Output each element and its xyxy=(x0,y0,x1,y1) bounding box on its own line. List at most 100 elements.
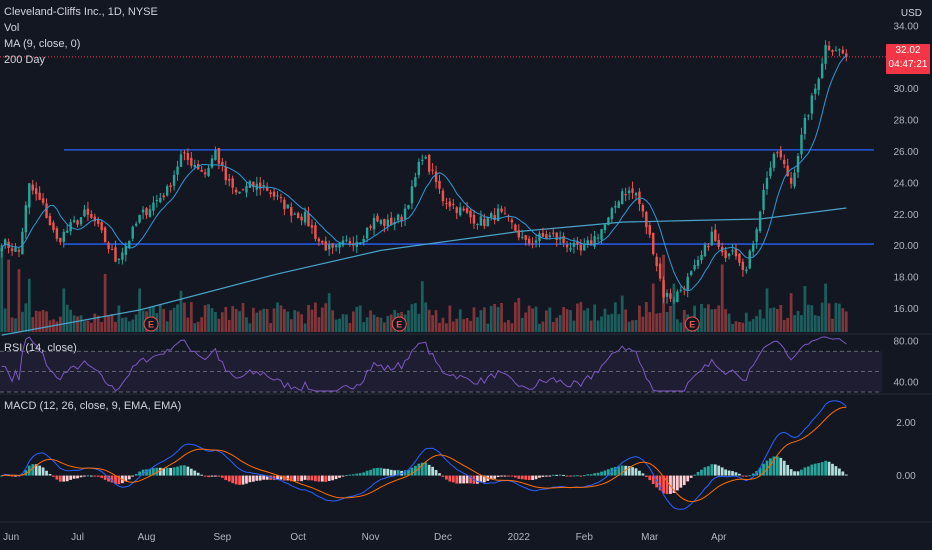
volume-bar xyxy=(806,304,810,332)
volume-bar xyxy=(741,322,745,332)
macd-histogram-bar xyxy=(224,475,228,481)
candle-body xyxy=(334,245,338,248)
volume-bar xyxy=(800,315,803,332)
candle-body xyxy=(283,199,286,210)
macd-histogram-bar xyxy=(641,473,645,476)
candle-body xyxy=(400,216,403,222)
volume-bar xyxy=(320,307,324,332)
macd-histogram-bar xyxy=(152,468,155,476)
volume-bar xyxy=(448,305,452,332)
price-tick-label: 30.00 xyxy=(893,84,918,95)
volume-bar xyxy=(289,319,293,332)
macd-histogram-bar xyxy=(693,474,696,476)
volume-bar xyxy=(582,310,586,332)
macd-histogram-bar xyxy=(762,463,765,476)
price-axis[interactable]: 34.0032.0030.0028.0026.0024.0022.0020.00… xyxy=(893,21,918,482)
volume-bar xyxy=(700,303,703,332)
macd-histogram-bar xyxy=(289,475,293,482)
candle-body xyxy=(748,250,751,269)
volume-bar xyxy=(513,302,517,332)
volume-bar xyxy=(669,305,672,332)
candle-body xyxy=(224,166,227,181)
volume-bar xyxy=(3,308,7,332)
macd-histogram-bar xyxy=(527,475,531,481)
rsi-tick-label: 80.00 xyxy=(893,337,918,348)
ma-label[interactable]: MA (9, close, 0) xyxy=(4,38,81,50)
macd-histogram-bar xyxy=(296,475,300,482)
macd-histogram-bar xyxy=(141,469,145,476)
volume-bar xyxy=(507,320,510,332)
volume-bar xyxy=(434,310,438,332)
volume-bar xyxy=(538,323,541,332)
candle-body xyxy=(707,245,710,248)
macd-histogram-bar xyxy=(596,472,600,476)
volume-bar xyxy=(165,321,169,332)
candle-body xyxy=(607,217,610,226)
candle-body xyxy=(441,190,445,202)
candle-body xyxy=(386,219,390,227)
volume-bar xyxy=(355,306,359,332)
candle-body xyxy=(762,189,765,210)
volume-bar xyxy=(803,286,807,332)
candle-body xyxy=(179,154,183,167)
candle-body xyxy=(52,222,55,231)
macd-histogram-bar xyxy=(334,475,338,480)
macd-histogram-bar xyxy=(279,475,283,480)
candle-body xyxy=(376,215,379,222)
candle-body xyxy=(138,214,141,223)
volume-bar xyxy=(458,309,462,332)
candle-body xyxy=(490,213,493,218)
rsi-label[interactable]: RSI (14, close) xyxy=(4,342,77,354)
candle-body xyxy=(93,216,97,222)
macd-histogram-bar xyxy=(79,475,83,478)
macd-histogram-bar xyxy=(34,464,38,476)
macd-label[interactable]: MACD (12, 26, close, 9, EMA, EMA) xyxy=(4,400,182,412)
macd-histogram-bar xyxy=(565,475,569,477)
volume-bar xyxy=(596,320,600,332)
time-axis[interactable]: Jun Jul Aug Sep Oct Nov Dec 2022 Feb Mar Apr xyxy=(0,521,932,543)
candle-body xyxy=(345,239,348,241)
macd-histogram-bar xyxy=(338,475,341,478)
candle-body xyxy=(431,169,434,171)
volume-bar xyxy=(117,305,121,332)
macd-histogram-bar xyxy=(362,472,366,476)
last-price-tag: 32.02 04:47:21 xyxy=(886,44,930,74)
macd-histogram-bar xyxy=(407,469,410,476)
price-legend: Cleveland-Cliffs Inc., 1D, NYSE Vol MA (… xyxy=(4,4,158,68)
volume-bar xyxy=(207,304,210,332)
currency-label[interactable]: USD xyxy=(900,8,922,19)
macd-histogram-bar xyxy=(96,475,100,477)
macd-histogram-bar xyxy=(638,470,641,476)
macd-histogram-bar xyxy=(627,466,631,476)
candle-body xyxy=(438,180,441,189)
volume-bar xyxy=(531,308,534,332)
volume-bar xyxy=(186,317,190,332)
volume-bar xyxy=(258,310,262,332)
symbol-title[interactable]: Cleveland-Cliffs Inc., 1D, NYSE xyxy=(4,6,158,18)
volume-bar xyxy=(586,308,590,332)
volume-bar xyxy=(496,307,500,332)
price-tick-label: 16.00 xyxy=(893,304,918,315)
candle-body xyxy=(217,148,221,164)
volume-bar xyxy=(358,305,362,332)
rsi-legend: RSI (14, close) xyxy=(4,340,77,356)
price-tick-label: 28.00 xyxy=(893,116,918,127)
macd-histogram-bar xyxy=(372,468,376,476)
candle-body xyxy=(117,258,121,260)
candle-body xyxy=(531,243,534,245)
volume-bar xyxy=(569,310,572,332)
volume-bar xyxy=(534,306,538,332)
volume-bar xyxy=(245,317,248,332)
macd-histogram-bar xyxy=(183,465,186,476)
candle-body xyxy=(321,240,324,243)
macd-histogram-bar xyxy=(696,471,700,476)
macd-histogram-bar xyxy=(496,475,500,478)
vol-label[interactable]: Vol xyxy=(4,22,20,34)
volume-bar xyxy=(314,302,317,332)
macd-histogram-bar xyxy=(231,475,235,484)
macd-histogram-bar xyxy=(162,468,166,476)
macd-histogram-bar xyxy=(72,475,76,479)
ma200-label[interactable]: 200 Day xyxy=(4,54,45,66)
candle-body xyxy=(834,50,838,52)
